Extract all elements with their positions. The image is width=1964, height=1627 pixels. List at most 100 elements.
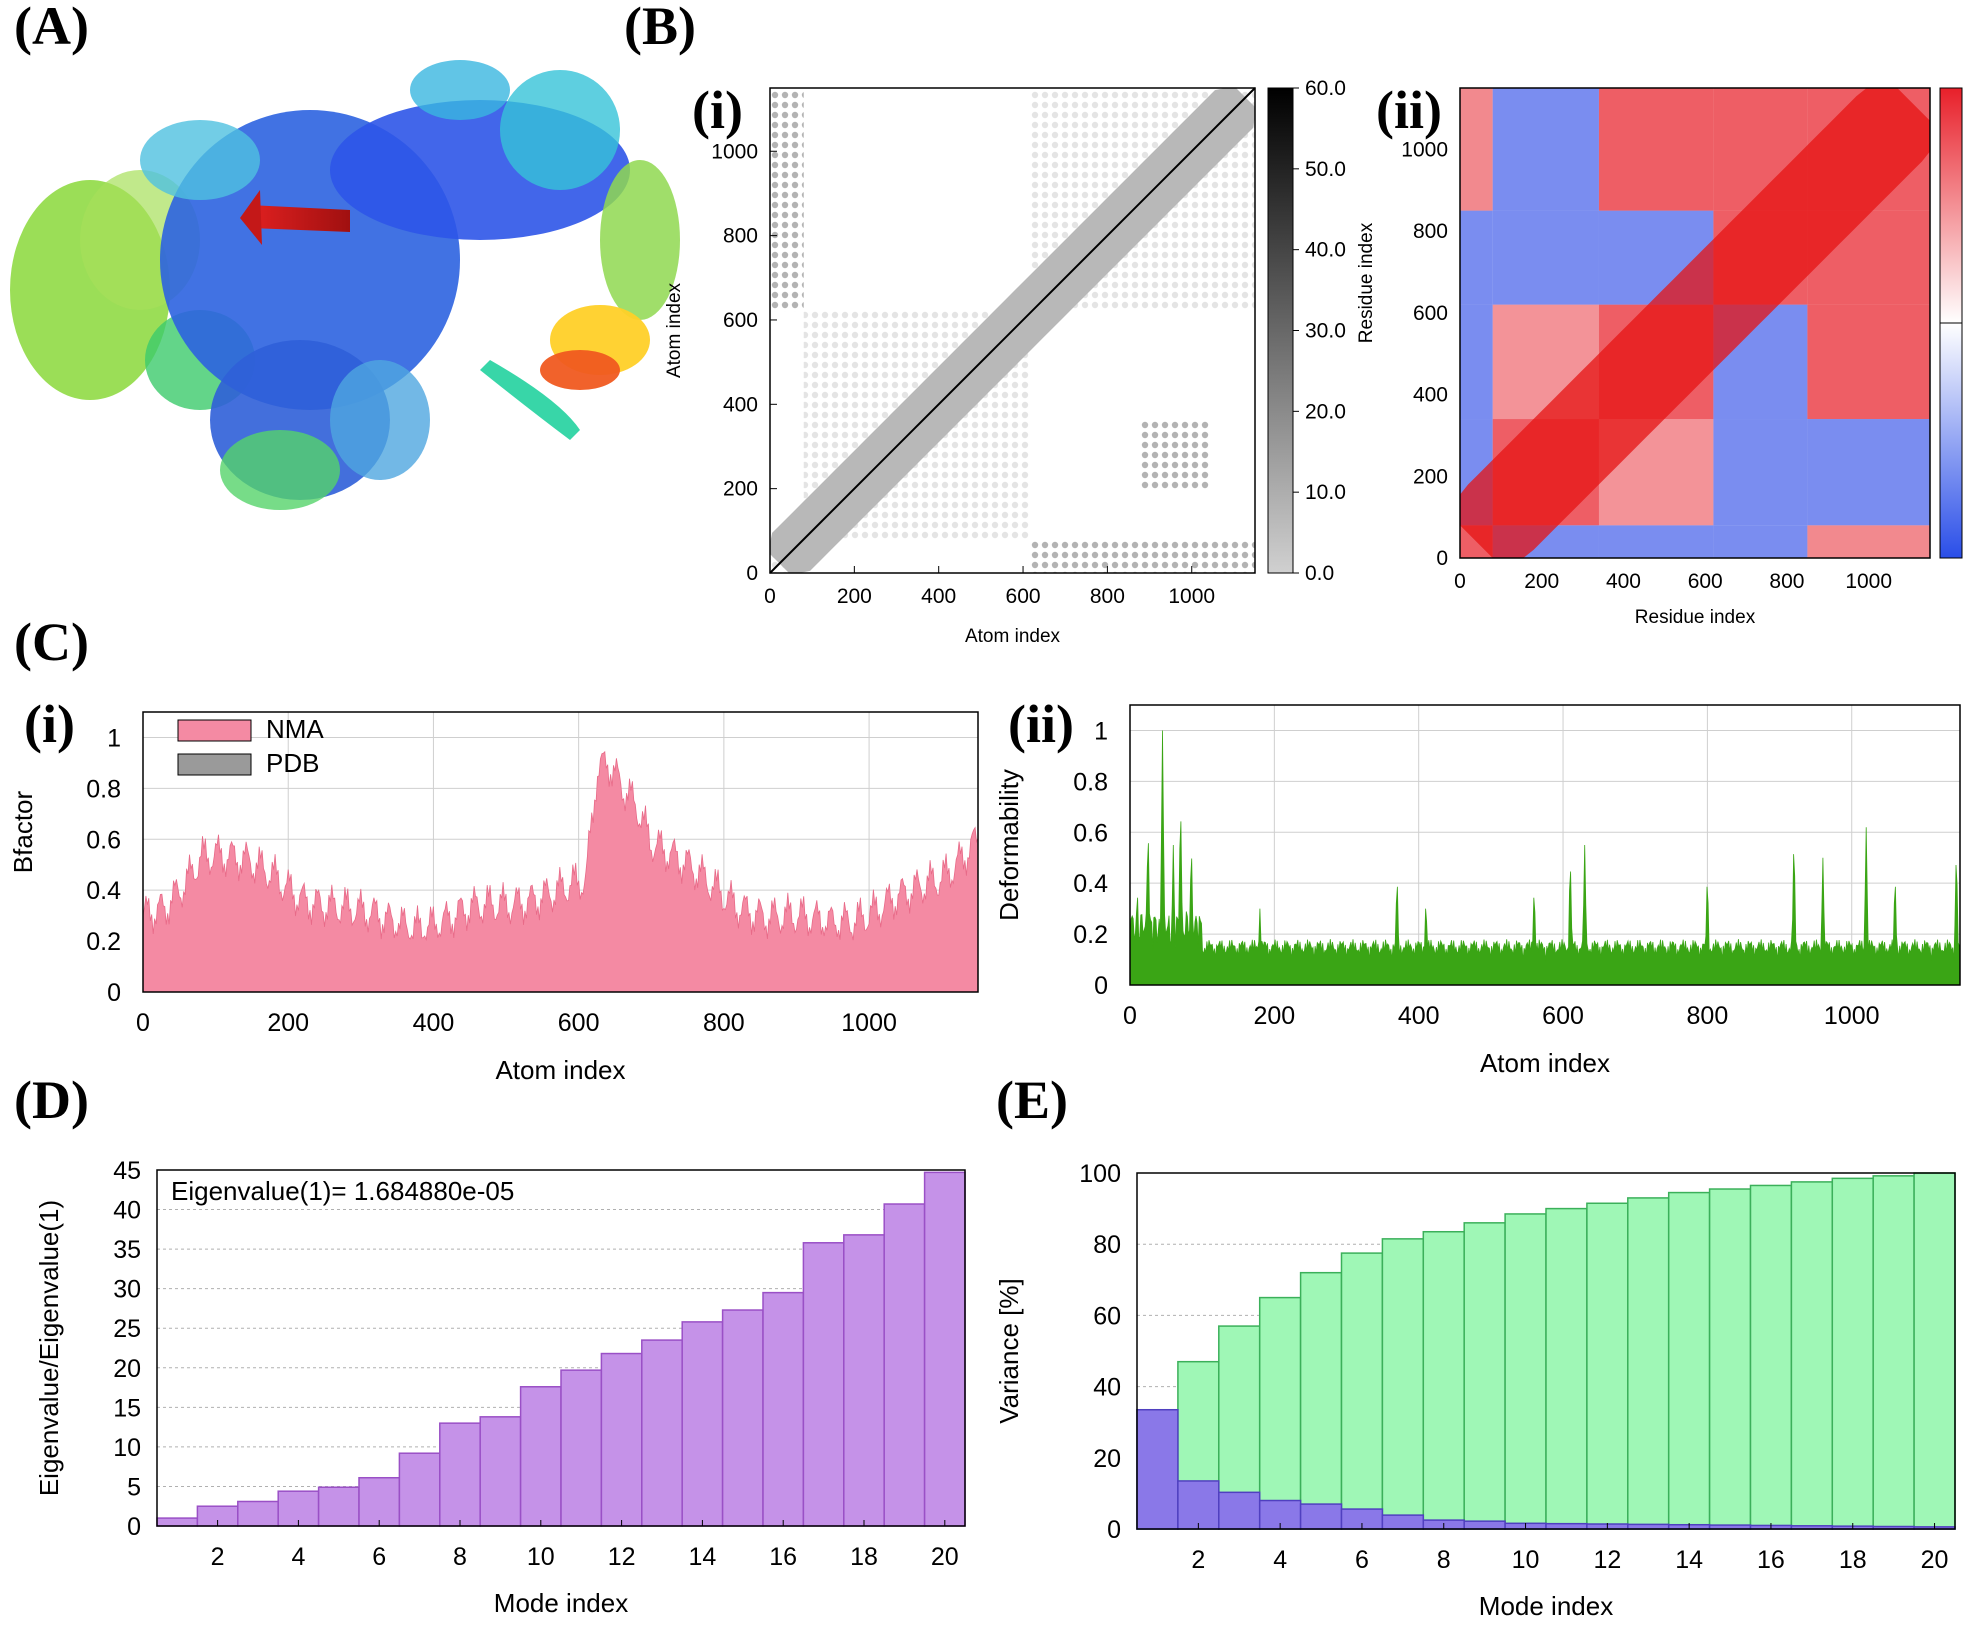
y-tick-label: 0.6 [1073,819,1108,847]
plot-frame [769,87,1256,574]
y-tick-label: 0.8 [1073,768,1108,796]
x-tick-label: 16 [769,1543,797,1571]
x-tick-label: 600 [1006,585,1041,608]
x-tick-label: 400 [1398,1002,1440,1030]
bar-cumulative [1790,1181,1834,1530]
x-tick-label: 600 [558,1009,600,1037]
x-tick-label: 400 [921,585,956,608]
y-tick-label: 35 [113,1236,141,1264]
y-tick-label: 15 [113,1394,141,1422]
colorbar-tick-label: 30.0 [1305,320,1346,343]
y-tick-label: 200 [723,478,758,501]
bar-cumulative [1708,1188,1752,1530]
bar-values [762,1291,805,1527]
diagonal-line [769,87,1256,574]
bar-cumulative [1258,1296,1302,1530]
y-tick-label: 60 [1093,1302,1121,1330]
y-tick-label: 100 [1079,1160,1121,1188]
x-tick-label: 800 [1769,570,1804,593]
bfactor-chart: 0 200 400 600 800 1000 0 0.2 0.4 0.6 0.8 1 Atom inde… [8,711,979,1085]
y-tick-label: 0.6 [86,826,121,854]
colorbar-tick-label: 0.0 [1305,562,1334,585]
bar-cumulative [1340,1252,1384,1530]
bar-cumulative [1627,1197,1670,1530]
y-tick-label: 0.2 [86,928,121,956]
covariance-block [1598,525,1714,558]
x-tick-label: 18 [850,1543,878,1571]
deformability-bars [1129,730,1961,986]
y-tick-label: 1000 [1401,138,1448,161]
bar-values [600,1352,643,1527]
y-tick-label: 25 [113,1315,141,1343]
bar-individual [1299,1503,1343,1530]
bar-cumulative [1667,1191,1711,1530]
y-tick-label: 600 [1413,302,1448,325]
bar-values [681,1321,724,1527]
panel-label-c: (C) [14,612,89,672]
covariance-block [1492,88,1599,211]
x-tick-label: 4 [1273,1546,1287,1574]
bfactor-area [142,750,979,993]
x-axis-label: Mode index [494,1588,628,1618]
x-tick-label: 1000 [841,1009,897,1037]
x-tick-label: 800 [703,1009,745,1037]
legend-swatch-pdb [177,753,252,776]
x-tick-label: 14 [688,1543,716,1571]
x-tick-label: 16 [1757,1546,1785,1574]
y-tick-label: 0 [1436,547,1448,570]
y-tick-label: 10 [113,1434,141,1462]
bar-cumulative [1504,1213,1547,1530]
protein-structure-image [10,60,680,510]
x-tick-label: 400 [1606,570,1641,593]
y-tick-label: 1 [107,724,121,752]
x-tick-label: 6 [1355,1546,1369,1574]
x-tick-label: 0 [136,1009,150,1037]
y-tick-label: 20 [113,1355,141,1383]
x-tick-label: 2 [1191,1546,1205,1574]
x-tick-label: 800 [1090,585,1125,608]
covariance-block [1807,419,1930,526]
bar-values [721,1309,764,1527]
x-axis-label: Mode index [1479,1591,1613,1621]
bar-values [843,1234,885,1527]
x-tick-label: 12 [1593,1546,1621,1574]
covariance-block [1807,304,1930,420]
x-tick-label: 4 [291,1543,305,1571]
plot-frame [156,1169,966,1527]
y-tick-label: 800 [1413,220,1448,243]
bar-values [479,1416,522,1527]
y-axis-label: Atom index [664,282,685,378]
bar-individual [1136,1408,1179,1530]
bar-cumulative [1422,1230,1465,1530]
panel-label-d: (D) [14,1070,89,1130]
y-tick-label: 600 [723,309,758,332]
colorbar-tick-label: 40.0 [1305,239,1346,262]
x-tick-label: 400 [413,1009,455,1037]
bar-cumulative [1381,1238,1425,1530]
y-tick-label: 400 [1413,384,1448,407]
legend-swatch-nma [177,719,252,742]
plot-frame [1129,704,1961,986]
y-tick-label: 1000 [711,140,758,163]
colorbar-tick-label: 60.0 [1305,77,1346,100]
y-tick-label: 80 [1093,1231,1121,1259]
panel-label-b-i: (i) [692,80,743,140]
contact-map-chart: 0 200 400 600 800 1000 0 200 400 600 800 1000 Atom i… [664,77,1346,647]
y-tick-label: 0.4 [1073,870,1108,898]
panel-label-e: (E) [996,1070,1068,1130]
x-tick-label: 20 [931,1543,959,1571]
x-tick-label: 0 [1123,1002,1137,1030]
panel-label-b-ii: (ii) [1376,80,1442,140]
bar-values [923,1171,966,1527]
panel-label-b: (B) [624,0,696,56]
bar-cumulative [1545,1207,1588,1530]
covariance-block [1460,88,1493,211]
plot-frame [1136,1172,1956,1530]
deformability-chart: 0 200 400 600 800 1000 0 0.2 0.4 0.6 0.8 1 Atom inde… [994,704,1961,1078]
x-tick-label: 1000 [1845,570,1892,593]
x-tick-label: 6 [372,1543,386,1571]
eigenvalue-chart: 2 4 6 8 10 12 14 16 18 20 0 5 10 15 20 25 30 35 40 45 Mode i… [34,1157,966,1618]
bar-values [317,1486,360,1527]
x-tick-label: 200 [837,585,872,608]
